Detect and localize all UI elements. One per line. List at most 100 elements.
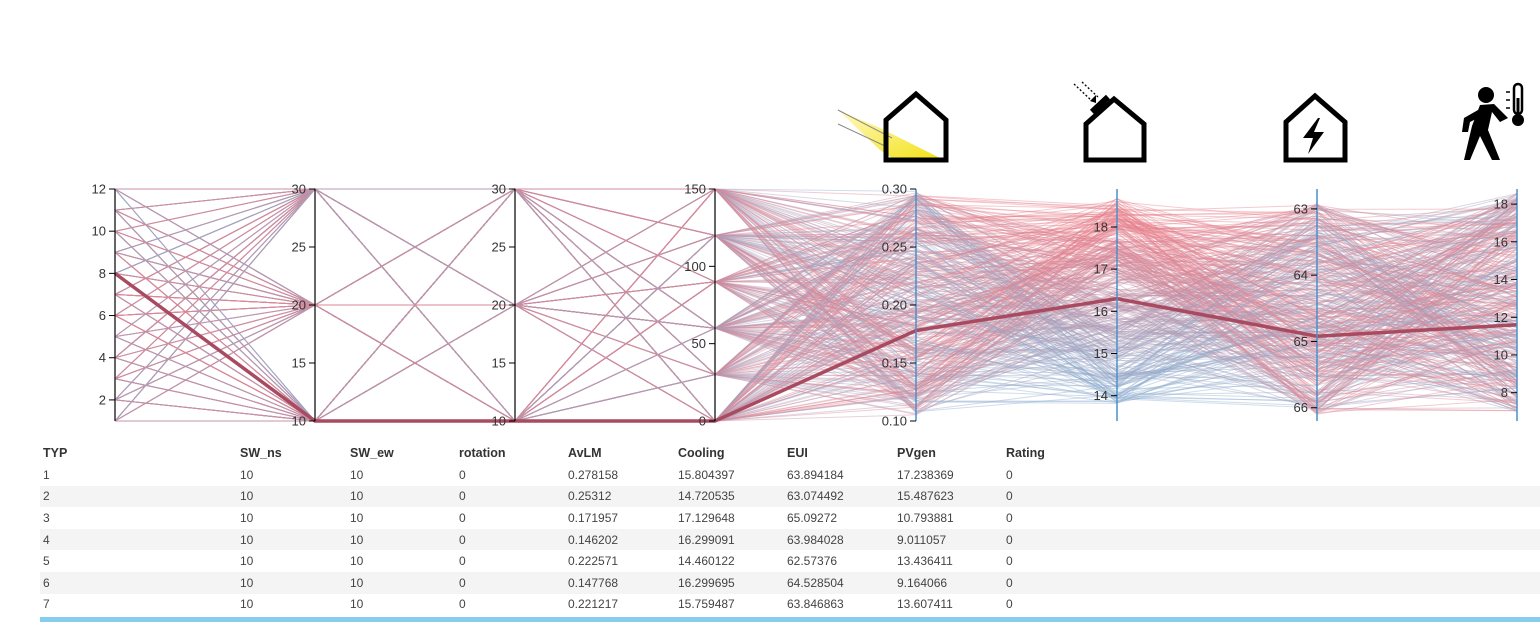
table-row[interactable]: 6 10 10 0 0.147768 16.299695 64.528504 9.164066… [40,571,1540,594]
table-cell: 3 [43,510,50,525]
column-header-avlm[interactable]: AvLM [568,446,602,460]
data-polyline [114,188,1518,422]
axis-pvgen[interactable]: 8 10 12 14 16 18 [1494,189,1518,421]
tick-label: 6 [99,308,106,323]
data-polyline [114,188,1518,401]
data-polyline [114,188,1518,422]
data-polyline [114,188,1518,422]
data-polyline [114,214,1518,422]
data-polyline [114,188,1518,376]
axis-cooling[interactable]: 14 15 16 17 18 [1094,189,1118,421]
column-header-sw_ew[interactable]: SW_ew [350,446,394,460]
data-polyline [114,222,1518,422]
data-polyline [114,188,1518,422]
data-polyline [114,188,1518,422]
data-polyline [114,188,1518,422]
highlighted-polyline[interactable] [113,271,1518,423]
tick-label: 100 [684,259,706,274]
data-polyline [114,188,1518,374]
data-polyline [114,188,1518,422]
data-polyline [114,188,1518,422]
data-polyline [114,188,1518,411]
axis-sw_ew[interactable]: 10 15 20 25 30 [492,182,516,429]
table-cell: 63.984028 [787,532,844,547]
table-cell: 62.57376 [787,554,838,569]
data-polyline [114,188,1518,376]
data-polyline [114,188,1518,422]
data-polyline [114,210,1518,422]
column-header-sw_ns[interactable]: SW_ns [240,446,282,460]
data-polyline [114,196,1518,376]
parallel-coordinates-chart[interactable]: 2 4 6 8 10 12 10 15 20 25 30 10 15 20 25 30 0 50 100 150 0.1… [0,0,1540,440]
tick-label: 15 [492,356,506,371]
data-polyline [114,215,1518,422]
data-polyline [114,188,1518,422]
data-polyline [114,188,1518,422]
data-polyline [114,188,1518,422]
data-polyline [114,231,1518,422]
data-polyline [114,212,1518,401]
data-polyline [114,188,1518,422]
data-polyline [114,199,1518,422]
tick-label: 12 [92,182,106,197]
data-polyline [114,198,1518,329]
data-polyline [114,188,1518,422]
data-polyline [114,188,1518,422]
data-polyline [114,188,1518,271]
axis-sw_ns[interactable]: 10 15 20 25 30 [292,182,316,429]
data-polyline [114,204,1518,387]
data-polyline [115,188,1518,377]
column-header-typ[interactable]: TYP [43,446,68,460]
data-polyline [114,188,1518,422]
data-polyline [114,188,1518,422]
data-polyline [114,234,1518,380]
data-polyline [114,188,1518,422]
axis-typ[interactable]: 2 4 6 8 10 12 [92,182,116,422]
table-row[interactable]: 1 10 10 0 0.278158 15.804397 63.894184 17.23836… [40,464,1540,486]
axis-avlm[interactable]: 0.10 0.15 0.20 0.25 0.30 [882,182,917,429]
table-cell: 10 [240,510,254,525]
axis-rotation[interactable]: 0 50 100 150 [684,182,716,429]
column-header-pvgen[interactable]: PVgen [897,446,936,460]
table-cell: 10 [350,554,364,569]
data-polyline [114,188,1518,400]
table-cell: 0 [1006,554,1013,569]
axis-eui[interactable]: 63 64 65 66 [1294,189,1318,421]
data-polyline [114,188,1518,422]
data-polyline [114,188,1518,339]
table-cell: 10 [350,467,364,482]
column-header-rating[interactable]: Rating [1006,446,1045,460]
table-row[interactable]: 5 10 10 0 0.222571 14.460122 62.57376 13.436411… [40,550,1540,572]
data-polyline [114,188,1518,422]
data-polyline [114,188,1518,380]
horizontal-scrollbar[interactable] [40,617,1540,622]
tick-label: 20 [492,298,506,313]
data-polyline [114,188,1518,422]
data-polyline [114,188,1518,401]
data-polyline [114,188,1518,422]
table-row[interactable]: 4 10 10 0 0.146202 16.299091 63.984028 9.011057… [40,528,1540,551]
column-header-rotation[interactable]: rotation [459,446,506,460]
data-polyline [114,188,1518,399]
table-row[interactable]: 3 10 10 0 0.171957 17.129648 65.09272 10.793881… [40,507,1540,529]
data-polyline [114,188,1518,422]
data-polyline [114,188,1518,422]
column-header-eui[interactable]: EUI [787,446,808,460]
table-cell: 10 [350,532,364,547]
table-row[interactable]: 7 10 10 0 0.221217 15.759487 63.846863 13.60741… [40,594,1540,616]
data-polyline [114,188,1518,422]
data-polyline [114,188,1518,422]
table-cell: 14.720535 [678,489,735,504]
data-polyline [114,188,1518,283]
data-polyline [114,188,1518,422]
data-polyline [114,234,1518,422]
tick-label: 0.30 [882,182,907,197]
data-polyline [114,232,1518,422]
data-polyline [114,188,1518,378]
table-row[interactable]: 2 10 10 0 0.25312 14.720535 63.074492 15.487623… [40,485,1540,508]
data-polyline [114,188,1518,422]
data-polyline [114,188,1518,422]
data-polyline [114,188,1518,422]
column-header-cooling[interactable]: Cooling [678,446,725,460]
data-polyline [114,188,1518,401]
